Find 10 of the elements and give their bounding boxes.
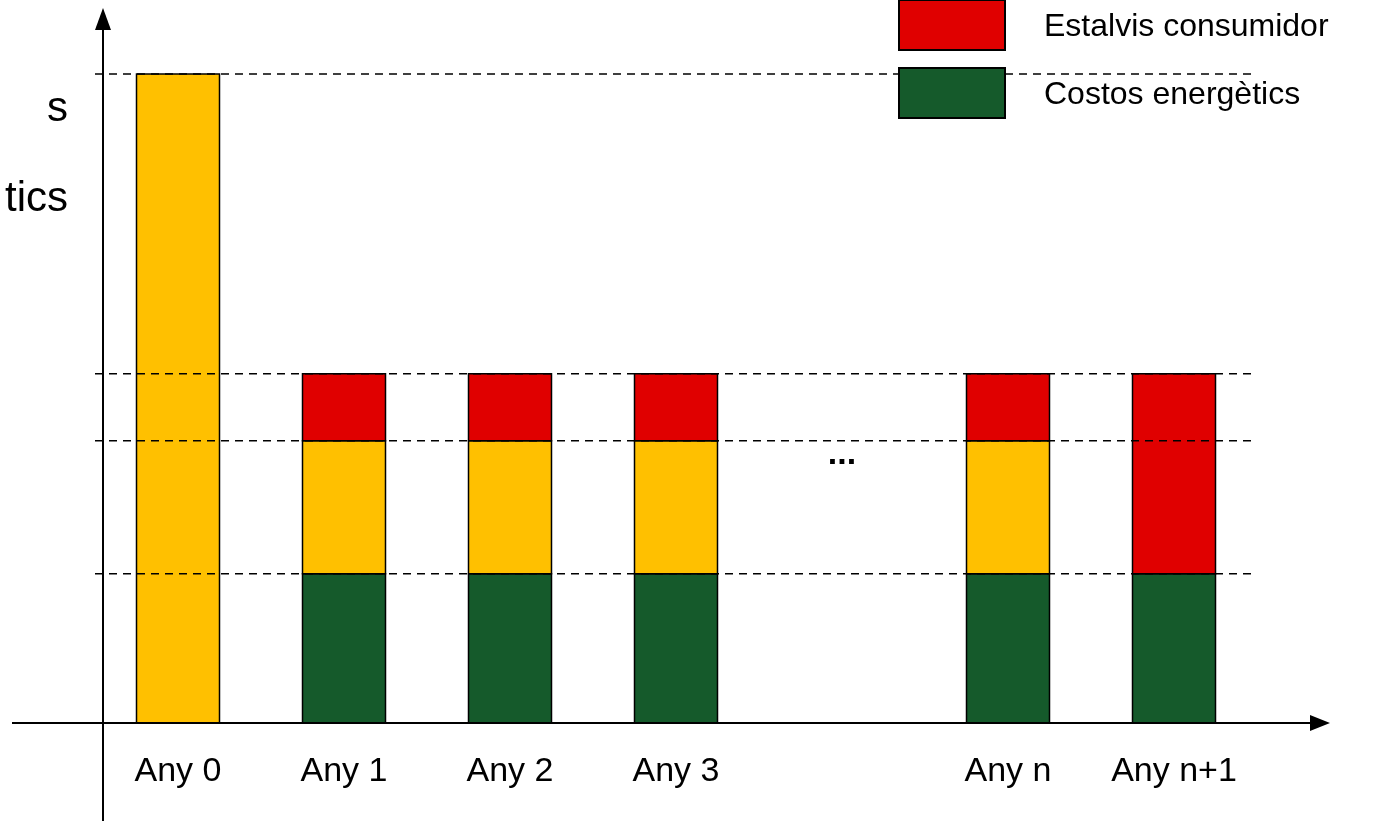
x-tick-label: Any n+1: [1111, 750, 1237, 789]
legend-label: Costos energètics: [1044, 74, 1302, 112]
x-tick-label: Any 1: [300, 750, 388, 789]
annotation: ...: [826, 433, 858, 473]
x-tick-label: Any 2: [466, 750, 554, 789]
legend-label: Estalvis consumidor: [1044, 6, 1330, 44]
x-tick-label: Any n: [964, 750, 1052, 789]
x-tick-label: Any 3: [632, 750, 720, 789]
x-tick-label: Any 0: [134, 750, 222, 789]
y-axis-title: s tics: [5, 82, 68, 222]
